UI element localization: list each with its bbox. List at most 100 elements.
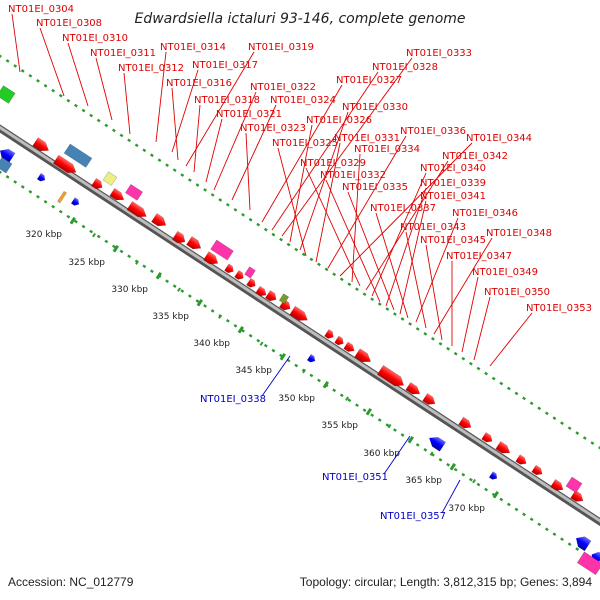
gc-dot: [5, 59, 10, 63]
gc-dot: [438, 341, 443, 346]
gene-label-red: NT01EI_0317: [192, 60, 258, 71]
leader-line-red: [489, 312, 533, 367]
gc-dot: [446, 462, 451, 467]
gc-dot: [20, 69, 25, 73]
gc-dot: [514, 391, 519, 396]
forward-gene: [246, 277, 256, 288]
gc-dot: [377, 418, 382, 422]
accession-text: Accession: NC_012779: [8, 575, 134, 589]
leader-line-red: [299, 111, 349, 251]
gene-label-red: NT01EI_0304: [8, 4, 74, 15]
gc-dot: [195, 299, 200, 303]
gc-dot: [187, 178, 192, 182]
gc-dot: [225, 319, 230, 323]
gc-dot: [476, 482, 481, 487]
gc-dot: [36, 78, 40, 83]
gene-label-red: NT01EI_0343: [400, 222, 466, 233]
gene-label-red: NT01EI_0349: [472, 267, 538, 278]
forward-gene: [515, 454, 527, 465]
forward-gene: [289, 305, 308, 321]
gc-dot: [423, 448, 428, 452]
scale-minor-tick: [387, 423, 392, 429]
gene-label-red: NT01EI_0308: [36, 18, 102, 29]
leader-line-red: [473, 296, 491, 361]
gene-label-red: NT01EI_0312: [118, 63, 184, 74]
gene-label-red: NT01EI_0340: [420, 163, 486, 174]
gc-dot: [149, 269, 154, 274]
scale-label: 355 kbp: [321, 421, 358, 431]
gc-dot: [537, 522, 542, 527]
gc-dot: [66, 214, 71, 219]
gc-dot: [195, 183, 200, 187]
gc-dot: [567, 426, 572, 430]
leader-line-red: [385, 187, 427, 307]
gene-label-red: NT01EI_0319: [248, 42, 314, 53]
gc-dot: [294, 247, 299, 252]
gc-dot: [81, 108, 86, 113]
gc-dot: [461, 356, 466, 361]
gene-labels: NT01EI_0304 NT01EI_0308 NT01EI_0310 NT01EI_…: [8, 4, 592, 522]
gene-label-red: NT01EI_0348: [486, 228, 552, 239]
gc-dot: [187, 294, 192, 298]
leader-line-red: [213, 91, 257, 191]
gc-dot: [582, 436, 587, 440]
gc-dot: [309, 373, 314, 378]
scale-ticks: 320 kbp 325 kbp 330 kbp 335 kbp 340 kbp 345 k…: [25, 216, 499, 514]
gc-dot: [522, 512, 526, 517]
gc-dot: [218, 198, 223, 202]
gc-dot: [415, 327, 420, 331]
forward-gene: [376, 364, 404, 387]
forward-gene: [481, 432, 493, 443]
gc-dot: [81, 224, 86, 229]
gc-dot: [560, 537, 564, 542]
forward-gene: [405, 382, 421, 395]
gene-label-red: NT01EI_0353: [526, 303, 592, 314]
gene-label-red: NT01EI_0314: [160, 42, 226, 53]
forward-gene: [550, 479, 564, 491]
forward-gene: [203, 251, 219, 265]
gc-dot: [491, 376, 496, 381]
gc-dot: [112, 244, 116, 249]
gc-dot: [5, 175, 10, 179]
gc-dot: [461, 472, 466, 477]
scale-minor-tick: [472, 478, 476, 484]
rna-feature: [244, 266, 256, 279]
gene-label-red: NT01EI_0316: [166, 78, 232, 89]
gc-dot: [362, 292, 367, 297]
gene-label-red: NT01EI_0341: [420, 191, 486, 202]
scale-tick: [365, 407, 372, 416]
gc-dot: [256, 222, 261, 227]
leader-line-blue: [441, 479, 461, 514]
gene-label-red: NT01EI_0326: [306, 115, 372, 126]
forward-gene: [422, 393, 436, 405]
gc-dot: [74, 219, 78, 224]
gc-dot: [112, 128, 116, 133]
gene-label-red: NT01EI_0346: [452, 208, 518, 219]
forward-gene: [570, 490, 584, 502]
forward-gene: [334, 335, 344, 346]
leader-line-red: [281, 57, 413, 237]
gc-dot: [446, 346, 451, 351]
rna-feature: [576, 551, 600, 576]
leader-line-red: [39, 27, 65, 97]
map-title: Edwardsiella ictaluri 93-146, complete g…: [134, 11, 465, 27]
gene-label-red: NT01EI_0327: [336, 75, 402, 86]
gc-dot: [233, 323, 238, 328]
gc-dot: [286, 242, 291, 247]
gc-dot: [544, 411, 549, 416]
gene-label-red: NT01EI_0350: [484, 287, 550, 298]
leader-line-blue: [261, 355, 291, 397]
gc-dot: [332, 388, 337, 393]
scale-tick: [492, 490, 499, 499]
forward-gene: [265, 290, 277, 302]
leader-line-red: [415, 217, 459, 323]
gc-dot: [89, 229, 94, 234]
forward-gene: [171, 230, 186, 244]
gene-features: [0, 85, 600, 576]
reverse-gene-small: [36, 172, 46, 182]
leader-line-red: [405, 231, 427, 329]
leader-line-red: [231, 104, 277, 201]
gc-dot: [484, 371, 488, 376]
gc-dot: [104, 123, 109, 128]
scale-tick: [69, 216, 76, 225]
